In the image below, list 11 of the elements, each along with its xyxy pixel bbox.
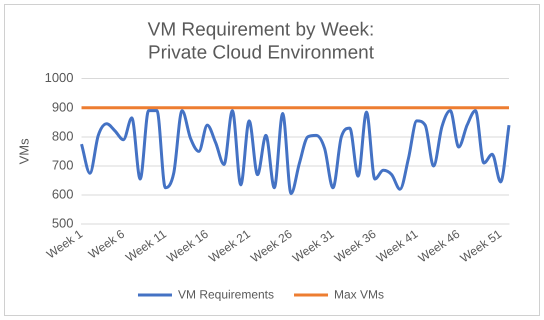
y-axis-title: VMs xyxy=(16,138,32,164)
y-tick-label: 900 xyxy=(52,99,74,114)
y-tick-label: 500 xyxy=(52,216,74,231)
y-tick-label: 800 xyxy=(52,128,74,144)
y-tick-label: 700 xyxy=(52,158,74,173)
y-tick-label: 1000 xyxy=(44,70,74,86)
line-series xyxy=(80,109,510,196)
legend-label: Max VMs xyxy=(334,287,384,302)
legend-label: VM Requirements xyxy=(178,287,274,302)
chart-title: VM Requirement by Week: Private Cloud Environment xyxy=(148,20,375,64)
y-tick-label: 600 xyxy=(52,186,74,202)
